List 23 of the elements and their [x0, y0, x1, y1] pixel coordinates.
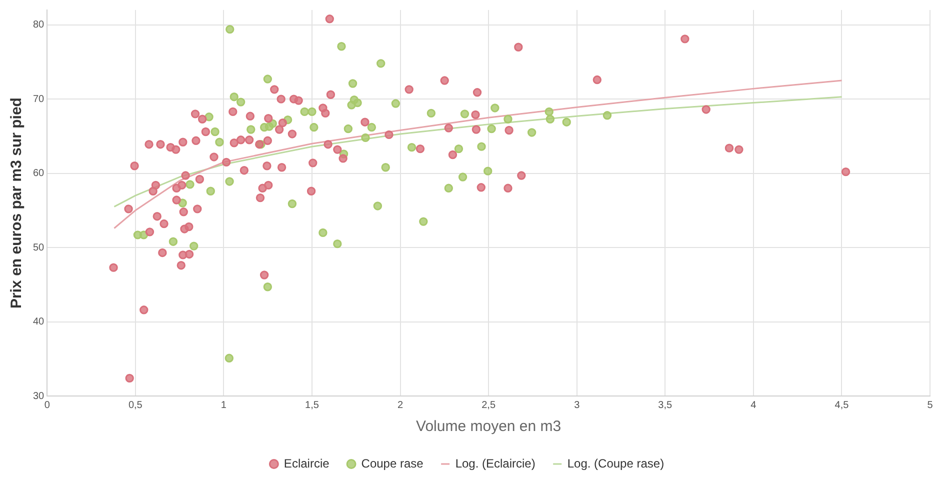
x-tick-label: 1 — [220, 400, 227, 411]
y-tick-label: 60 — [33, 168, 45, 180]
x-tick-label: 2,5 — [482, 400, 496, 411]
legend-label: Eclaircie — [284, 456, 330, 470]
x-axis-title: Volume moyen en m3 — [416, 418, 562, 436]
x-tick-label: 5 — [927, 400, 934, 411]
x-tick-label: 3,5 — [658, 400, 673, 411]
x-tick-label: 0 — [44, 400, 50, 411]
x-tick-label: 4,5 — [834, 400, 850, 411]
y-tick-label: 40 — [33, 316, 45, 328]
y-tick-label: 30 — [33, 390, 45, 402]
legend-label: Log. (Eclaircie) — [455, 456, 536, 470]
x-tick-label: 2 — [397, 400, 404, 411]
y-tick-label: 70 — [33, 94, 45, 105]
y-tick-label: 80 — [33, 20, 45, 31]
x-tick-label: 3 — [574, 400, 580, 411]
x-tick-label: 0,5 — [128, 400, 143, 411]
x-tick-label: 1,5 — [305, 400, 320, 411]
y-tick-label: 50 — [33, 242, 45, 254]
legend-label: Coupe rase — [361, 456, 424, 470]
x-tick-label: 4 — [750, 400, 757, 411]
y-axis-title: Prix en euros par m3 sur pied — [8, 98, 26, 308]
legend-label: Log. (Coupe rase) — [567, 456, 664, 470]
